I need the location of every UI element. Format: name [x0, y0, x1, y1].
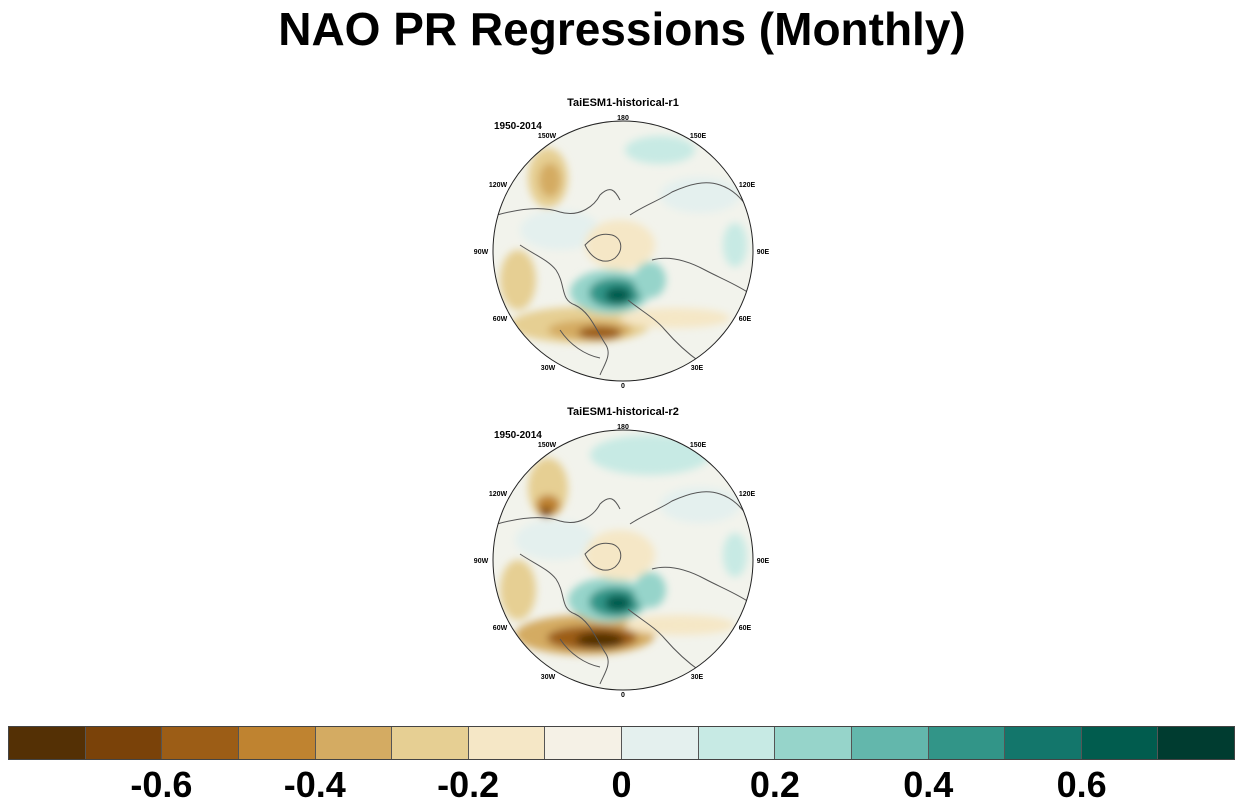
- colorbar-segment: [928, 727, 1006, 759]
- colorbar-segment: [85, 727, 163, 759]
- panel-2: TaiESM1-historical-r2 1950-2014: [474, 406, 770, 699]
- panel-1-lon-label: 60E: [739, 316, 752, 323]
- panel-1-lon-label: 90W: [474, 249, 489, 256]
- page-title: NAO PR Regressions (Monthly): [278, 3, 966, 55]
- panel-1: TaiESM1-historical-r1 1950-2014: [474, 97, 770, 390]
- panel-1-lon-label: 30W: [541, 365, 556, 372]
- panel-2-map-border: [492, 429, 754, 691]
- panel-1-lon-label: 90E: [757, 249, 770, 256]
- colorbar-tick-label: -0.4: [283, 764, 346, 805]
- colorbar-tick-label: 0.4: [903, 764, 954, 805]
- panel-2-lon-label: 90E: [757, 558, 770, 565]
- panel-1-lon-labels: 180 150E 120E 90E 60E 30E 0 30W 60W 90W …: [474, 115, 770, 390]
- colorbar-segment: [315, 727, 393, 759]
- colorbar-segment: [698, 727, 776, 759]
- panel-2-lon-label: 120E: [739, 491, 756, 498]
- panel-2-lon-label: 30E: [691, 674, 704, 681]
- panel-2-lon-labels: 180 150E 120E 90E 60E 30E 0 30W 60W 90W …: [474, 424, 770, 699]
- panel-1-map-border: [492, 120, 754, 382]
- panel-2-lon-label: 120W: [489, 491, 508, 498]
- colorbar-segment: [392, 727, 469, 759]
- colorbar-segment: [162, 727, 239, 759]
- colorbar-segment: [1158, 727, 1234, 759]
- panel-1-lon-label: 150E: [690, 133, 707, 140]
- colorbar-segment: [1005, 727, 1082, 759]
- panel-1-map: [493, 121, 753, 381]
- panel-1-lon-label: 120E: [739, 182, 756, 189]
- panel-1-lon-label: 180: [617, 115, 629, 122]
- panel-2-lon-label: 180: [617, 424, 629, 431]
- colorbar-segment: [238, 727, 316, 759]
- colorbar-tick-label: 0: [611, 764, 632, 805]
- panel-1-lon-label: 0: [621, 383, 625, 390]
- maps-canvas: TaiESM1-historical-r1 1950-2014: [474, 97, 770, 699]
- colorbar-tick-label: -0.2: [437, 764, 500, 805]
- colorbar: [8, 726, 1235, 760]
- colorbar-segment: [1081, 727, 1159, 759]
- colorbar-segment: [622, 727, 699, 759]
- panel-1-lon-label: 60W: [493, 316, 508, 323]
- colorbar-tick-label: -0.6: [130, 764, 193, 805]
- colorbar-segment: [851, 727, 929, 759]
- panel-2-lon-label: 60W: [493, 625, 508, 632]
- panel-1-period: 1950-2014: [494, 121, 542, 132]
- colorbar-segment: [9, 727, 86, 759]
- panel-1-lon-label: 120W: [489, 182, 508, 189]
- colorbar-tick-label: 0.2: [749, 764, 800, 805]
- colorbar-segment: [545, 727, 622, 759]
- panel-2-period: 1950-2014: [494, 430, 542, 441]
- colorbar-tick-label: 0.6: [1056, 764, 1107, 805]
- panel-1-lon-label: 150W: [538, 133, 557, 140]
- panel-1-lon-label: 30E: [691, 365, 704, 372]
- panel-2-lon-label: 150E: [690, 442, 707, 449]
- panel-2-lon-label: 60E: [739, 625, 752, 632]
- panel-1-title: TaiESM1-historical-r1: [567, 97, 679, 109]
- panel-2-map: [493, 430, 753, 690]
- colorbar-segment: [775, 727, 852, 759]
- panel-2-lon-label: 0: [621, 692, 625, 699]
- panel-2-lon-label: 30W: [541, 674, 556, 681]
- panel-2-lon-label: 90W: [474, 558, 489, 565]
- panel-2-lon-label: 150W: [538, 442, 557, 449]
- panel-2-title: TaiESM1-historical-r2: [567, 406, 679, 418]
- colorbar-segment: [468, 727, 546, 759]
